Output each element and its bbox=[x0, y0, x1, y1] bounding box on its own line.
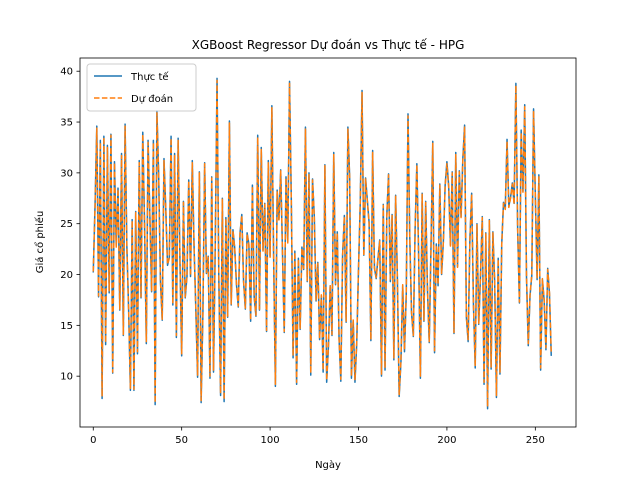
x-tick-label: 250 bbox=[526, 435, 545, 446]
series-layer bbox=[92, 77, 552, 410]
legend-label-actual: Thực tế bbox=[130, 71, 169, 83]
x-tick-label: 50 bbox=[175, 435, 188, 446]
y-tick-label: 30 bbox=[60, 168, 73, 179]
y-axis: 10 15 20 25 30 35 40 bbox=[60, 67, 80, 383]
y-tick-label: 40 bbox=[60, 67, 73, 78]
y-axis-label: Giá cổ phiếu bbox=[33, 211, 46, 274]
x-tick-label: 200 bbox=[437, 435, 456, 446]
y-tick-label: 20 bbox=[60, 270, 73, 281]
legend-label-predicted: Dự đoán bbox=[131, 93, 173, 105]
chart-title: XGBoost Regressor Dự đoán vs Thực tế - H… bbox=[192, 38, 465, 52]
x-axis: 0 50 100 150 200 250 bbox=[90, 427, 545, 446]
x-tick-label: 100 bbox=[261, 435, 280, 446]
y-tick-label: 25 bbox=[60, 219, 73, 230]
legend: Thực tế Dự đoán bbox=[86, 63, 197, 112]
x-axis-label: Ngày bbox=[315, 459, 341, 471]
series-line-predicted bbox=[92, 79, 552, 408]
y-tick-label: 10 bbox=[60, 372, 73, 383]
y-tick-label: 35 bbox=[60, 118, 73, 129]
plot-frame bbox=[79, 57, 577, 428]
x-tick-label: 0 bbox=[90, 435, 96, 446]
y-tick-label: 15 bbox=[60, 321, 73, 332]
x-tick-label: 150 bbox=[349, 435, 368, 446]
plot-area bbox=[79, 57, 577, 428]
